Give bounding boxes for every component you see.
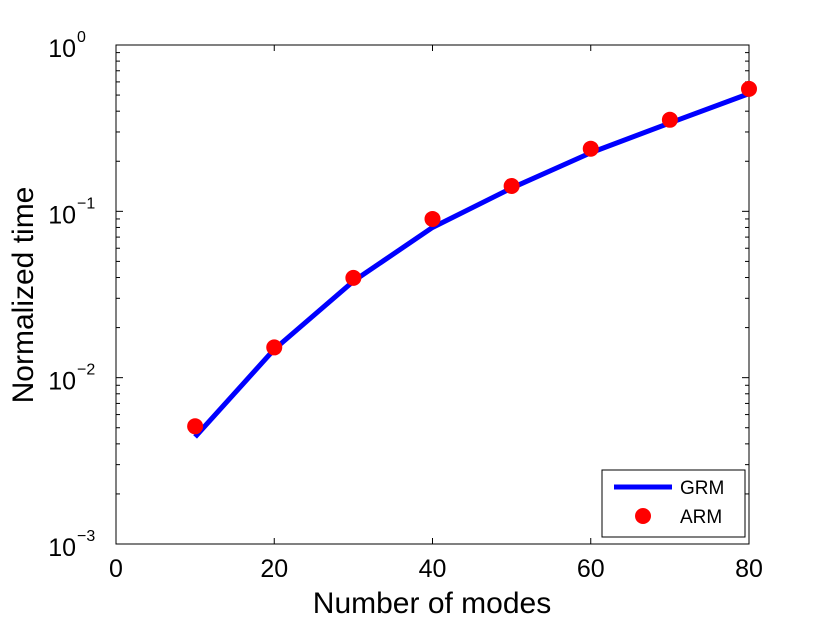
series-layer <box>187 80 757 439</box>
series-arm-point <box>187 418 204 435</box>
x-axis-label: Number of modes <box>313 587 551 620</box>
series-arm-point <box>266 339 283 356</box>
y-tick-exponent: −3 <box>77 528 95 545</box>
series-arm-point <box>345 269 362 286</box>
y-tick-exponent: −1 <box>77 195 95 212</box>
series-grm-line <box>193 91 750 439</box>
y-tick-exponent: 0 <box>77 29 86 46</box>
legend: GRM ARM <box>601 469 746 538</box>
series-arm-point <box>741 80 757 97</box>
series-arm-point <box>661 111 678 128</box>
x-tick-label: 60 <box>577 555 605 583</box>
y-tick-exponent: −2 <box>77 362 95 379</box>
y-tick-label: 10 <box>48 534 76 562</box>
plot-area <box>115 44 750 545</box>
series-arm-point <box>424 210 441 227</box>
y-tick-label: 10 <box>48 368 76 396</box>
legend-arm-label: ARM <box>680 507 722 528</box>
x-tick-label: 80 <box>735 555 763 583</box>
x-tick-label: 20 <box>260 555 288 583</box>
y-axis-label: Normalized time <box>7 187 40 404</box>
series-arm-point <box>503 178 520 195</box>
legend-arm-marker <box>635 508 651 524</box>
y-tick-label: 10 <box>48 35 76 63</box>
series-arm-point <box>582 140 599 157</box>
x-tick-label: 40 <box>419 555 447 583</box>
legend-grm-label: GRM <box>680 478 724 499</box>
x-tick-label: 0 <box>109 555 123 583</box>
legend-box <box>601 469 746 538</box>
y-tick-label: 10 <box>48 201 76 229</box>
